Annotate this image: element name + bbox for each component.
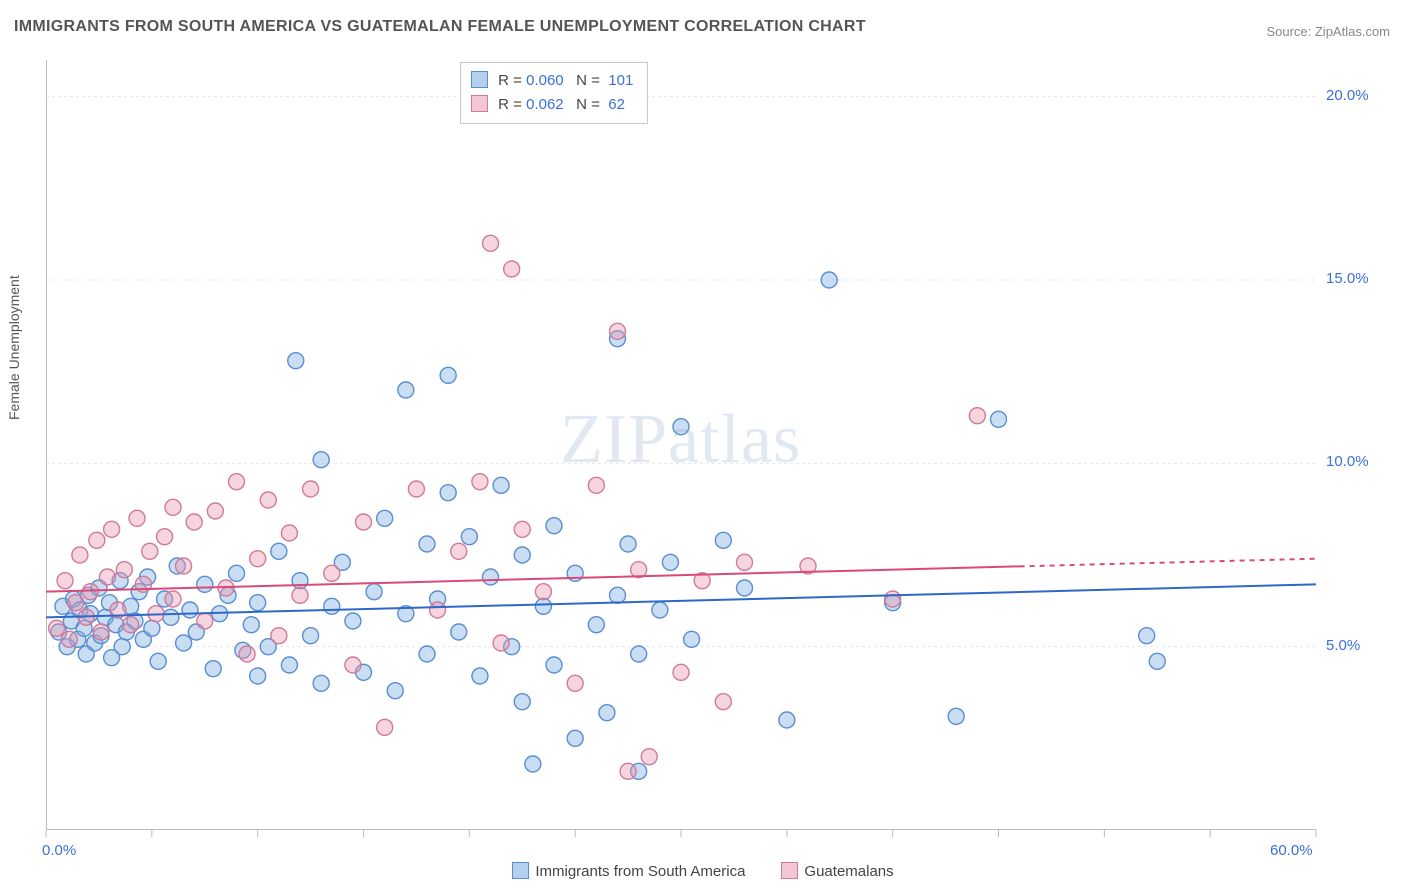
pink-swatch-icon <box>471 95 488 112</box>
bottom-legend: Immigrants from South America Guatemalans <box>0 862 1406 880</box>
legend-label: Immigrants from South America <box>535 863 745 880</box>
chart-title: IMMIGRANTS FROM SOUTH AMERICA VS GUATEMA… <box>14 18 866 36</box>
legend-item: Immigrants from South America <box>512 862 745 880</box>
x-tick-label: 60.0% <box>1270 842 1313 859</box>
legend-item: Guatemalans <box>781 862 893 880</box>
y-tick-label: 5.0% <box>1326 637 1360 654</box>
x-tick-label: 0.0% <box>42 842 76 859</box>
source-attribution: Source: ZipAtlas.com <box>1266 24 1390 39</box>
correlation-stats-box: R = 0.060 N = 101 R = 0.062 N = 62 <box>460 62 648 124</box>
y-tick-label: 20.0% <box>1326 87 1369 104</box>
scatter-plot <box>46 60 1316 830</box>
pink-swatch-icon <box>781 862 798 879</box>
y-tick-label: 10.0% <box>1326 453 1369 470</box>
y-axis-label: Female Unemployment <box>6 275 22 420</box>
stats-row: R = 0.062 N = 62 <box>471 93 633 117</box>
blue-swatch-icon <box>512 862 529 879</box>
stats-row: R = 0.060 N = 101 <box>471 69 633 93</box>
legend-label: Guatemalans <box>804 863 893 880</box>
blue-swatch-icon <box>471 71 488 88</box>
y-tick-label: 15.0% <box>1326 270 1369 287</box>
